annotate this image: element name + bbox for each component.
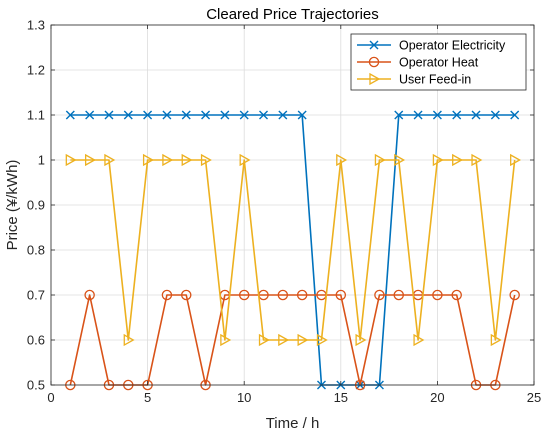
- x-tick-label: 20: [430, 390, 444, 405]
- data-point: [104, 153, 116, 167]
- x-tick-label: 0: [47, 390, 54, 405]
- data-point: [65, 110, 75, 120]
- x-tick-label: 5: [144, 390, 151, 405]
- data-point: [200, 153, 212, 167]
- y-axis-label: Price (¥/kWh): [4, 160, 21, 251]
- x-tick-label: 25: [527, 390, 541, 405]
- series-user-feed-in: [65, 153, 522, 347]
- data-point: [296, 289, 308, 301]
- data-point: [123, 110, 133, 120]
- chart-title: Cleared Price Trajectories: [206, 6, 379, 23]
- data-point: [374, 153, 386, 167]
- data-point: [451, 289, 462, 301]
- data-point: [509, 289, 520, 301]
- data-point: [432, 110, 442, 120]
- data-point: [490, 110, 500, 120]
- y-tick-label: 1.1: [27, 108, 45, 123]
- data-point: [432, 153, 444, 167]
- data-point: [278, 333, 290, 347]
- legend: Operator Electricity Operator Heat User Fe…: [350, 33, 527, 91]
- data-point: [394, 153, 406, 167]
- series-layer: [65, 110, 522, 391]
- series-line: [70, 114, 515, 386]
- data-point: [413, 333, 425, 347]
- y-tick-label: 0.5: [27, 378, 45, 393]
- data-point: [510, 153, 522, 167]
- data-point: [143, 110, 153, 120]
- data-point: [84, 289, 95, 301]
- y-tick-label: 0.8: [27, 243, 45, 258]
- data-point: [84, 153, 96, 167]
- data-point: [65, 153, 77, 167]
- data-point: [316, 333, 328, 347]
- data-point: [471, 110, 481, 120]
- data-point: [142, 153, 154, 167]
- data-point: [181, 153, 193, 167]
- data-point: [394, 110, 404, 120]
- y-tick-label: 1.3: [27, 18, 45, 33]
- axis-ticks: 0 5 10 15 20 25 0.5 0.6 0.7 0.8 0.9 1 1.1 1.2 1.3: [27, 18, 541, 406]
- data-point: [355, 333, 367, 347]
- x-tick-label: 15: [334, 390, 348, 405]
- data-point: [452, 110, 462, 120]
- data-point: [452, 153, 464, 167]
- data-point: [123, 333, 135, 347]
- data-point: [297, 110, 307, 120]
- data-point: [239, 153, 251, 167]
- data-point: [85, 110, 95, 120]
- data-point: [471, 153, 483, 167]
- legend-marker: [369, 72, 381, 86]
- y-tick-label: 0.9: [27, 198, 45, 213]
- legend-item: Operator Heat: [357, 56, 479, 70]
- data-point: [490, 333, 502, 347]
- data-point: [278, 110, 288, 120]
- series-line: [70, 159, 516, 341]
- data-point: [162, 153, 174, 167]
- data-point: [413, 110, 423, 120]
- data-point: [510, 110, 520, 120]
- legend-marker: [368, 56, 380, 68]
- data-point: [220, 333, 232, 347]
- data-point: [180, 289, 192, 301]
- data-point: [239, 110, 249, 120]
- data-point: [220, 110, 230, 120]
- data-point: [297, 333, 309, 347]
- legend-item: Operator Electricity: [357, 39, 506, 53]
- data-point: [238, 289, 250, 301]
- x-tick-label: 10: [237, 390, 251, 405]
- data-point: [258, 333, 270, 347]
- legend-marker: [369, 40, 379, 50]
- data-point: [201, 110, 211, 120]
- data-point: [259, 110, 269, 120]
- data-point: [374, 289, 385, 301]
- legend-item: User Feed-in: [357, 73, 471, 87]
- y-tick-label: 1: [38, 153, 45, 168]
- y-tick-label: 1.2: [27, 63, 45, 78]
- x-axis-label: Time / h: [266, 415, 320, 432]
- data-point: [161, 289, 173, 301]
- legend-label: Operator Electricity: [399, 39, 506, 53]
- data-point: [335, 289, 347, 301]
- data-point: [181, 110, 191, 120]
- data-point: [336, 153, 348, 167]
- data-point: [393, 289, 405, 301]
- y-tick-label: 0.7: [27, 288, 45, 303]
- legend-label: Operator Heat: [399, 56, 479, 70]
- data-point: [432, 289, 443, 301]
- data-point: [162, 110, 172, 120]
- y-tick-label: 0.6: [27, 333, 45, 348]
- data-point: [277, 289, 289, 301]
- legend-label: User Feed-in: [399, 73, 471, 87]
- data-point: [104, 110, 114, 120]
